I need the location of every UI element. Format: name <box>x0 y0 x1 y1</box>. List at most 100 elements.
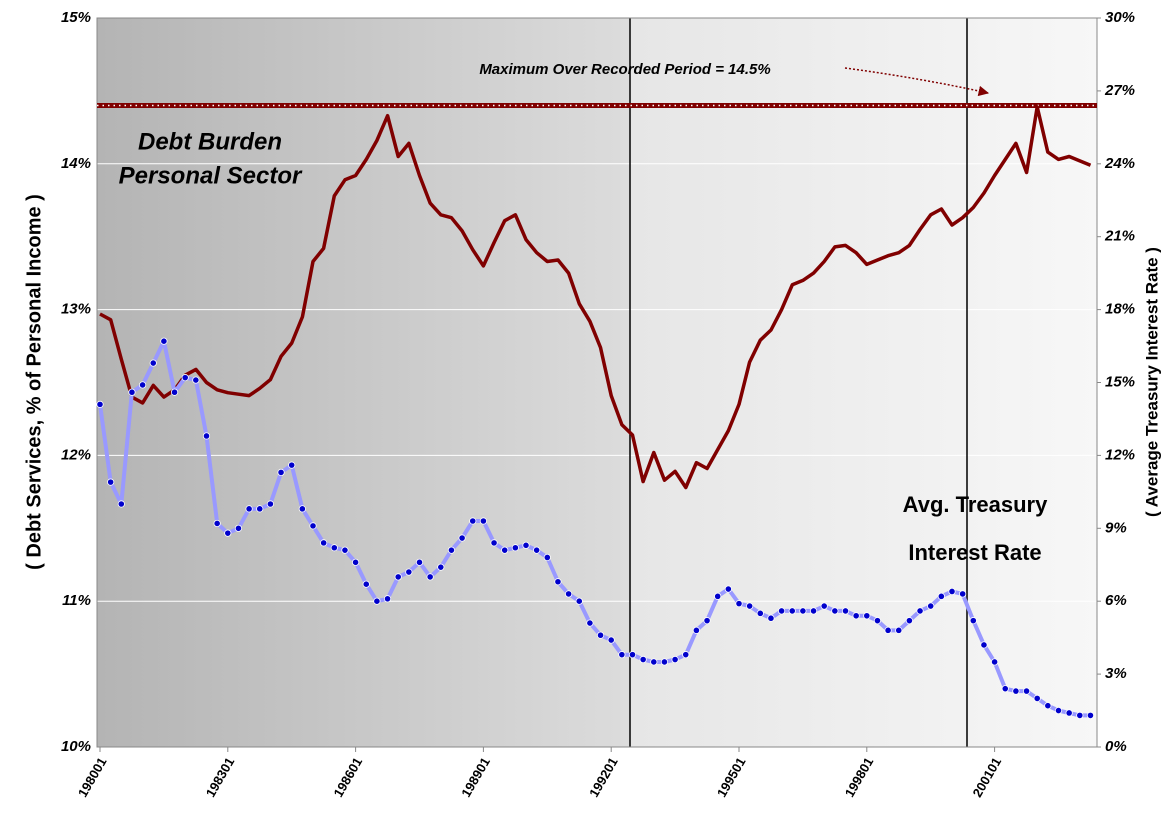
series-marker <box>522 541 530 549</box>
series-marker <box>1001 685 1009 693</box>
series-marker <box>224 529 232 537</box>
series-marker <box>820 602 828 610</box>
series-marker <box>916 607 924 615</box>
series-marker <box>660 658 669 666</box>
series-marker <box>714 592 722 600</box>
series-marker <box>202 432 211 440</box>
y2-tick-label: 9% <box>1105 519 1127 536</box>
y2-tick-label: 0% <box>1105 738 1127 755</box>
x-tick-label: 198301 <box>203 755 238 800</box>
series-marker <box>1065 709 1073 717</box>
series-marker <box>298 505 306 513</box>
y-tick-label: 13% <box>61 301 91 318</box>
series-marker <box>841 607 850 615</box>
y-tick-label: 11% <box>62 592 91 609</box>
y-tick-label: 15% <box>61 9 91 26</box>
series-marker <box>618 651 626 659</box>
series-marker <box>96 400 104 408</box>
series-marker <box>554 578 562 586</box>
series-marker <box>682 651 690 659</box>
series-marker <box>511 544 519 552</box>
series-marker <box>884 626 892 634</box>
y2-tick-label: 12% <box>1105 446 1135 463</box>
series-marker <box>362 580 370 588</box>
series-marker <box>160 337 168 345</box>
series-marker <box>447 546 456 554</box>
series-line <box>98 339 1091 718</box>
y-tick-label: 10% <box>61 738 91 755</box>
series-marker <box>192 376 200 384</box>
series-marker <box>234 524 243 532</box>
y2-tick-label: 24% <box>1104 155 1135 172</box>
series-marker <box>863 612 871 620</box>
series-line <box>99 105 1092 490</box>
annotation: Personal Sector <box>119 162 303 189</box>
annotation: Debt Burden <box>138 128 282 155</box>
series-marker <box>724 585 732 593</box>
series-marker <box>309 522 317 530</box>
series-marker <box>586 619 594 627</box>
plot-background <box>97 18 630 747</box>
series-marker <box>639 655 647 664</box>
series-marker <box>383 595 392 603</box>
series-marker <box>405 568 413 576</box>
series-marker <box>628 651 637 659</box>
series-marker <box>256 505 264 513</box>
series-marker <box>501 546 509 554</box>
series-marker <box>437 563 445 571</box>
series-marker <box>746 602 754 610</box>
series-marker <box>330 544 338 552</box>
y2-tick-label: 15% <box>1105 373 1135 390</box>
annotation: Interest Rate <box>908 540 1041 565</box>
y2-tick-label: 3% <box>1105 665 1127 682</box>
series-marker <box>799 607 807 615</box>
series-marker <box>1022 687 1031 695</box>
series-marker <box>117 500 125 508</box>
y2-tick-label: 18% <box>1105 301 1135 318</box>
series-marker <box>937 592 945 600</box>
series-marker <box>543 553 551 562</box>
x-tick-label: 199801 <box>842 755 877 800</box>
series-marker <box>692 626 701 634</box>
series-marker <box>341 546 349 554</box>
series-marker <box>564 590 573 598</box>
series-marker <box>128 388 136 396</box>
series-marker <box>181 374 189 382</box>
series-marker <box>426 573 434 581</box>
series-marker <box>767 614 775 622</box>
series-marker <box>671 655 679 664</box>
series-marker <box>490 539 498 547</box>
series-marker <box>895 626 903 634</box>
series-marker <box>959 590 967 598</box>
series-marker <box>1054 706 1063 715</box>
series-marker <box>607 636 615 644</box>
series-marker <box>170 388 179 396</box>
annotation-arrow <box>844 67 990 97</box>
series-marker <box>873 617 882 625</box>
series-marker <box>703 617 711 625</box>
x-tick-label: 198001 <box>75 755 110 800</box>
y2-tick-label: 6% <box>1105 592 1127 609</box>
series-marker <box>1033 694 1041 703</box>
series-marker <box>415 558 424 566</box>
x-tick-label: 200101 <box>969 755 1004 800</box>
series-marker <box>948 587 956 596</box>
series-marker <box>788 607 796 615</box>
series-marker <box>969 617 977 625</box>
series-marker <box>139 381 147 389</box>
y-tick-label: 14% <box>61 155 91 172</box>
series-marker <box>277 468 285 477</box>
x-tick-label: 198901 <box>458 755 493 800</box>
series-marker <box>575 597 583 605</box>
y2-tick-label: 27% <box>1104 82 1135 99</box>
y-axis-label: ( Debt Services, % of Personal Income ) <box>23 194 45 570</box>
x-tick-label: 199201 <box>586 755 621 800</box>
y2-tick-label: 21% <box>1104 228 1135 245</box>
series-marker <box>213 519 221 528</box>
series-marker <box>288 461 296 469</box>
series-marker <box>107 478 115 486</box>
series-marker <box>1086 711 1095 720</box>
series-marker <box>980 641 988 649</box>
